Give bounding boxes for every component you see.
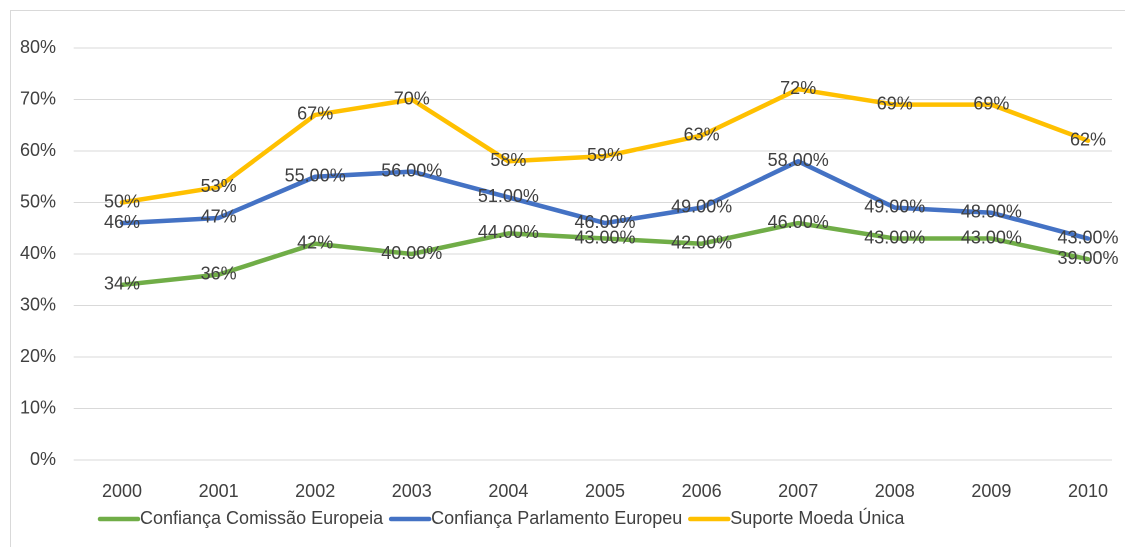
x-tick-label: 2006: [682, 481, 722, 501]
y-tick-label: 20%: [20, 346, 56, 366]
y-tick-label: 10%: [20, 397, 56, 417]
data-label: 48.00%: [961, 202, 1022, 222]
x-tick-label: 2010: [1068, 481, 1108, 501]
y-tick-label: 0%: [30, 449, 56, 469]
x-tick-label: 2007: [778, 481, 818, 501]
data-label: 69%: [877, 93, 913, 113]
x-tick-label: 2009: [971, 481, 1011, 501]
data-label: 39.00%: [1057, 248, 1118, 268]
x-tick-label: 2002: [295, 481, 335, 501]
data-label: 47%: [201, 207, 237, 227]
data-label: 43.00%: [574, 227, 635, 247]
data-label: 69%: [973, 93, 1009, 113]
x-tick-label: 2001: [199, 481, 239, 501]
data-label: 59%: [587, 145, 623, 165]
data-label: 49.00%: [864, 196, 925, 216]
data-label: 46.00%: [768, 212, 829, 232]
series-line: [119, 220, 1091, 288]
y-tick-label: 30%: [20, 294, 56, 314]
legend-label: Confiança Comissão Europeia: [140, 508, 384, 528]
x-tick-label: 2003: [392, 481, 432, 501]
data-label: 62%: [1070, 129, 1106, 149]
legend-label: Suporte Moeda Única: [730, 507, 905, 528]
y-tick-label: 80%: [20, 37, 56, 57]
data-label: 46.00%: [574, 212, 635, 232]
y-tick-label: 50%: [20, 191, 56, 211]
data-label: 34%: [104, 274, 140, 294]
data-label: 42%: [297, 232, 333, 252]
data-label: 70%: [394, 88, 430, 108]
x-tick-label: 2004: [488, 481, 528, 501]
series-line: [119, 86, 1091, 205]
y-tick-label: 40%: [20, 243, 56, 263]
data-label: 67%: [297, 104, 333, 124]
x-tick-label: 2008: [875, 481, 915, 501]
data-label: 51.00%: [478, 186, 539, 206]
data-label: 46%: [104, 212, 140, 232]
data-label: 58.00%: [768, 150, 829, 170]
data-label: 40.00%: [381, 243, 442, 263]
data-label: 55.00%: [285, 166, 346, 186]
y-tick-label: 70%: [20, 88, 56, 108]
data-label: 50%: [104, 191, 140, 211]
data-label: 63%: [684, 124, 720, 144]
data-label: 72%: [780, 78, 816, 98]
data-label: 58%: [490, 150, 526, 170]
x-tick-label: 2005: [585, 481, 625, 501]
data-label: 44.00%: [478, 222, 539, 242]
legend-label: Confiança Parlamento Europeu: [431, 508, 682, 528]
data-label: 56.00%: [381, 160, 442, 180]
data-label: 36%: [201, 263, 237, 283]
y-tick-label: 60%: [20, 140, 56, 160]
x-tick-label: 2000: [102, 481, 142, 501]
data-label: 43.00%: [1057, 227, 1118, 247]
chart-border: [10, 10, 1125, 547]
data-label: 43.00%: [864, 227, 925, 247]
data-label: 53%: [201, 176, 237, 196]
data-label: 43.00%: [961, 227, 1022, 247]
series-line: [119, 159, 1091, 241]
data-label: 49.00%: [671, 196, 732, 216]
data-label: 42.00%: [671, 232, 732, 252]
